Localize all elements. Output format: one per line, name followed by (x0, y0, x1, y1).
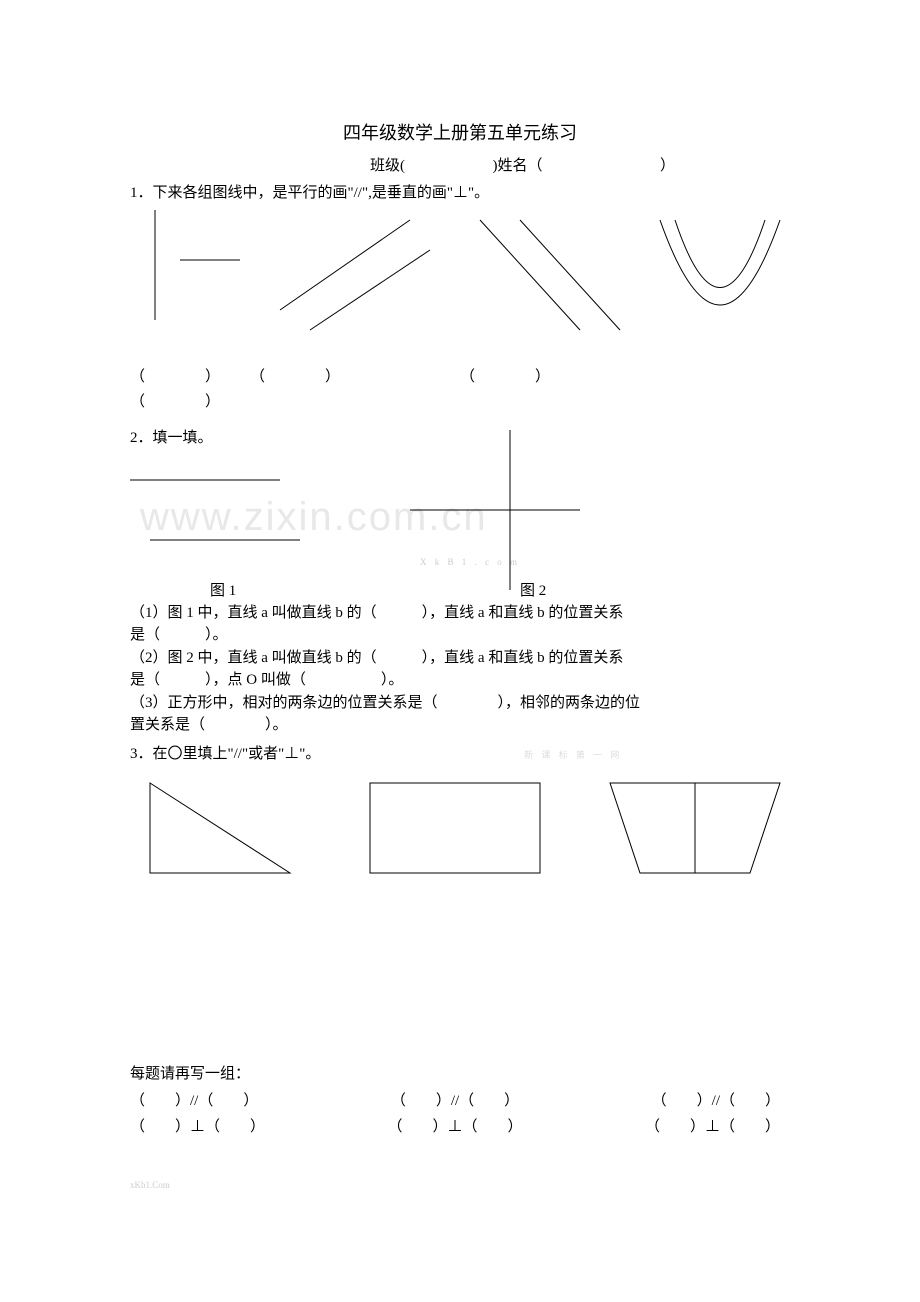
q1-answers-row2: （ ） (130, 391, 790, 414)
watermark-small-2: 新 课 标 第 一 网 (324, 750, 622, 760)
name-label: )姓名（ (493, 158, 543, 174)
q1-diagrams (130, 210, 790, 360)
q2-line3: （3）正方形中，相对的两条边的位置关系是（ ），相邻的两条边的位 (130, 692, 790, 715)
extra-p-1: （ ）//（ ） (130, 1090, 258, 1113)
q2-line2: （2）图 2 中，直线 a 叫做直线 b 的（ ），直线 a 和直线 b 的位置… (130, 647, 790, 670)
q2-line1b: 是（ ）。 (130, 624, 790, 647)
q2-line2b: 是（ ），点 O 叫做（ ）。 (130, 669, 790, 692)
extra-p-2: （ ）//（ ） (391, 1090, 519, 1113)
q1-prompt: 1．下来各组图线中，是平行的画"//",是垂直的画"⊥"。 (130, 182, 790, 205)
extra-perp-3: （ ）⊥（ ） (645, 1116, 780, 1139)
header-fields: 班级( )姓名（ ） (130, 155, 790, 178)
q1-diagram-3 (470, 210, 640, 350)
q3-shapes (130, 773, 790, 893)
q3-prompt: 3．在〇里填上"//"或者"⊥"。 (130, 746, 320, 762)
page-title: 四年级数学上册第五单元练习 (130, 120, 790, 147)
name-close: ） (660, 158, 675, 174)
extra-row-perp: （ ）⊥（ ） （ ）⊥（ ） （ ）⊥（ ） (130, 1116, 790, 1139)
q3-shape-rectangle (360, 773, 560, 888)
q2-line1: （1）图 1 中，直线 a 叫做直线 b 的（ ），直线 a 和直线 b 的位置… (130, 602, 790, 625)
q2-fig1-svg (130, 450, 330, 570)
q2-line3b: 置关系是（ ）。 (130, 714, 790, 737)
extra-perp-2: （ ）⊥（ ） (387, 1116, 522, 1139)
watermark-small-1: X k B 1 . c o m (420, 556, 520, 570)
q3-shape-trapezoid (600, 773, 800, 888)
fig1-label: 图 1 (210, 580, 236, 603)
q3-shape-triangle (130, 773, 320, 888)
fig2-label: 图 2 (520, 580, 546, 603)
q1-answers-row1: （ ） （ ） （ ） (130, 366, 790, 389)
q1-diagram-1 (130, 210, 260, 340)
q1-diagram-2 (260, 210, 450, 360)
q2-diagrams: X k B 1 . c o m (130, 450, 790, 580)
q1-diagram-4 (650, 210, 800, 350)
class-label: 班级( (370, 158, 405, 174)
watermark-footer: xKb1.Com (130, 1179, 790, 1193)
extra-row-parallel: （ ）//（ ） （ ）//（ ） （ ）//（ ） (130, 1090, 790, 1113)
extra-p-3: （ ）//（ ） (652, 1090, 780, 1113)
extra-heading: 每题请再写一组： (130, 1063, 790, 1086)
extra-perp-1: （ ）⊥（ ） (130, 1116, 265, 1139)
